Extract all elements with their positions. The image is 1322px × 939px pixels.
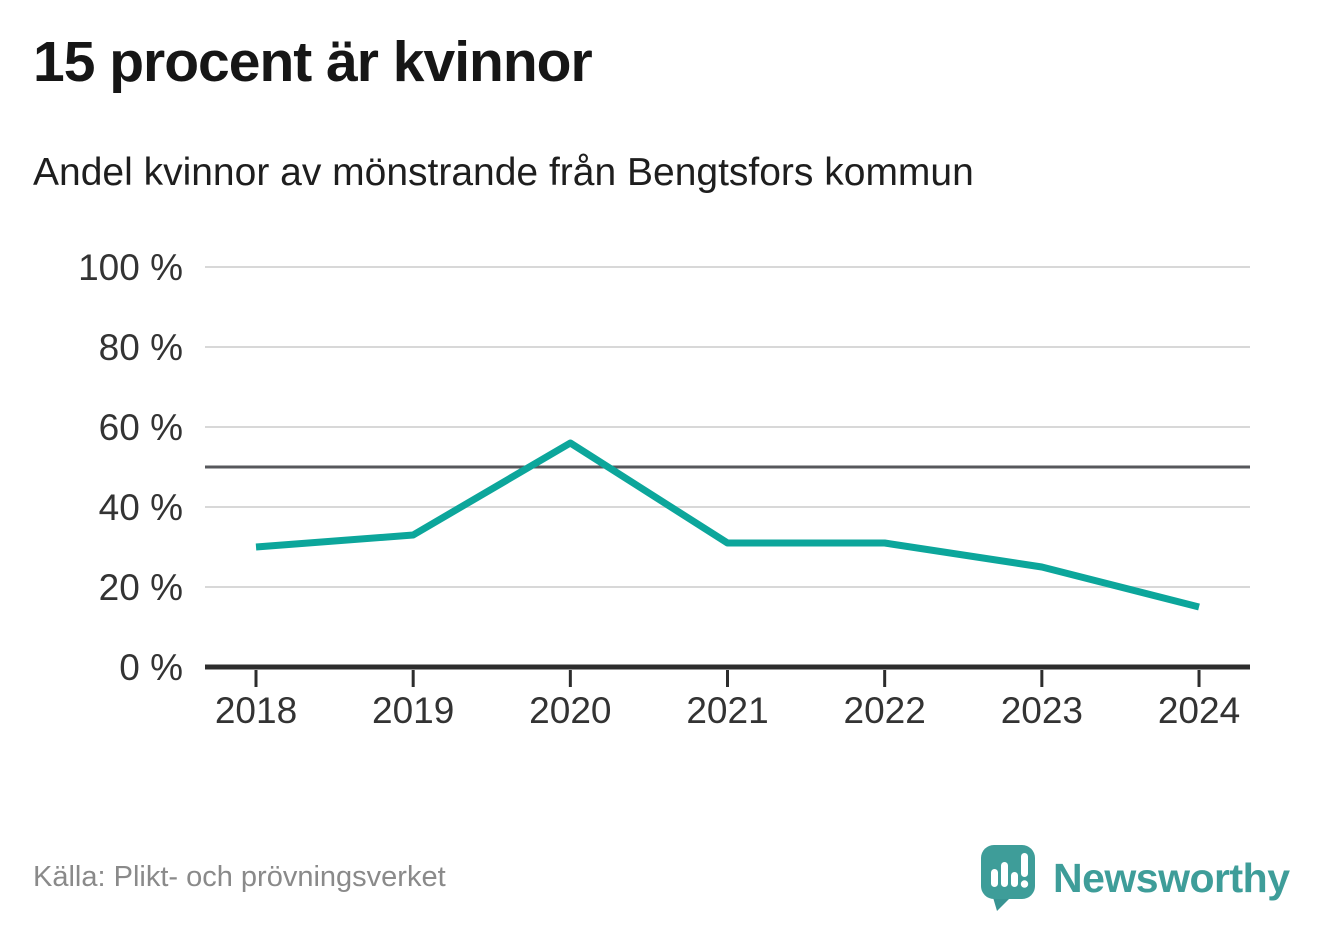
brand-name: Newsworthy: [1053, 854, 1290, 901]
y-tick-label: 100 %: [78, 247, 183, 288]
x-tick-label: 2023: [1001, 690, 1083, 731]
x-tick-label: 2018: [215, 690, 297, 731]
y-tick-label: 20 %: [99, 567, 183, 608]
y-tick-label: 80 %: [99, 327, 183, 368]
x-tick-label: 2020: [529, 690, 611, 731]
x-tick-label: 2022: [844, 690, 926, 731]
x-tick-label: 2024: [1158, 690, 1240, 731]
brand-lockup: Newsworthy: [980, 844, 1290, 912]
chart-title: 15 procent är kvinnor: [33, 30, 593, 94]
y-tick-label: 60 %: [99, 407, 183, 448]
y-tick-label: 40 %: [99, 487, 183, 528]
newsworthy-logo-icon: [981, 845, 1035, 911]
series-line: [255, 439, 1200, 611]
x-tick-label: 2021: [686, 690, 768, 731]
chart-subtitle: Andel kvinnor av mönstrande från Bengtsf…: [33, 151, 974, 194]
x-tick-label: 2019: [372, 690, 454, 731]
y-tick-label: 0 %: [119, 647, 183, 688]
source-note: Källa: Plikt- och prövningsverket: [33, 861, 446, 893]
